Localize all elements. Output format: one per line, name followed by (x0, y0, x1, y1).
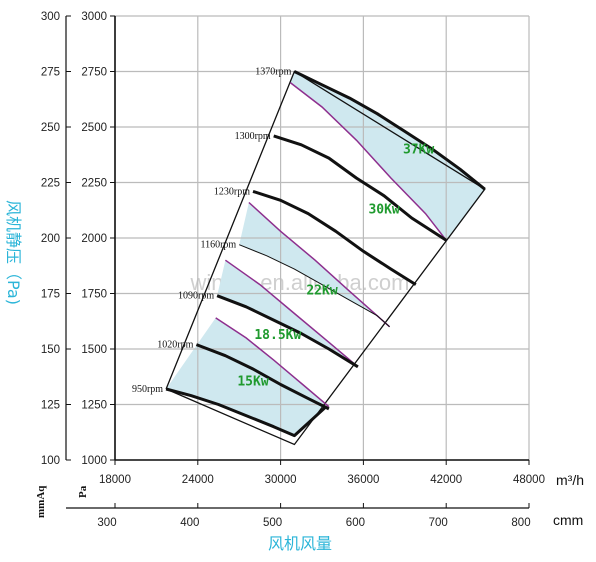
y2-tick-label: 300 (41, 11, 60, 23)
x-tick-label: 18000 (99, 474, 131, 486)
x-tick-label: 36000 (347, 474, 379, 486)
x-unit-primary: m³/h (556, 472, 584, 488)
power-label-15Kw: 15Kw (237, 375, 268, 390)
y2-tick-label: 275 (41, 67, 60, 79)
power-band-3 (290, 71, 485, 241)
x2-tick-label: 300 (97, 517, 116, 529)
x-axis-title: 风机风量 (268, 534, 332, 553)
rpm-label-1370rpm: 1370rpm (255, 67, 291, 78)
power-label-22Kw: 22Kw (306, 284, 337, 299)
tick-labels: 18000 24000 30000 36000 42000 48000 300 400 500 6… (41, 11, 545, 529)
y2-tick-label: 150 (41, 344, 60, 356)
y2-tick-label: 100 (41, 455, 60, 467)
speed-curve-1230rpm (252, 189, 417, 286)
rpm-label-1300rpm: 1300rpm (235, 131, 271, 142)
y-tick-label: 1750 (81, 289, 107, 301)
y-tick-label: 1250 (81, 400, 107, 412)
x2-tick-label: 700 (429, 517, 448, 529)
speed-curve-1370rpm (293, 70, 486, 191)
y-tick-label: 2500 (81, 122, 107, 134)
y2-tick-label: 200 (41, 233, 60, 245)
power-labels: 15Kw 18.5Kw 22Kw 30Kw 37Kw (237, 143, 434, 390)
x-tick-label: 30000 (265, 474, 297, 486)
speed-curve-1300rpm (273, 134, 448, 242)
rpm-label-950rpm: 950rpm (132, 384, 163, 395)
y-tick-label: 1000 (81, 455, 107, 467)
y-tick-label: 2000 (81, 233, 107, 245)
power-boundary-2 (248, 201, 391, 328)
speed-curve-1020rpm (195, 343, 330, 411)
power-boundary-lines (215, 82, 447, 408)
rpm-label-1160rpm: 1160rpm (200, 240, 236, 251)
power-band-2 (239, 202, 390, 327)
power-band-1 (217, 260, 358, 367)
rpm-label-1090rpm: 1090rpm (178, 291, 214, 302)
rpm-label-1020rpm: 1020rpm (157, 340, 193, 351)
y-unit-mmaq: mmAq (35, 485, 47, 518)
x-tick-label: 24000 (182, 474, 214, 486)
x2-tick-label: 800 (511, 517, 530, 529)
power-label-37Kw: 37Kw (403, 143, 434, 158)
x-unit-secondary: cmm (553, 512, 583, 528)
speed-curve-950rpm (165, 387, 328, 438)
y2-tick-label: 250 (41, 122, 60, 134)
y-unit-pa: Pa (77, 485, 89, 498)
y-tick-label: 2750 (81, 67, 107, 79)
speed-curves: 1370rpm 1300rpm 1230rpm 1160rpm 1090rpm 1020r… (132, 67, 486, 438)
y2-tick-label: 125 (41, 400, 60, 412)
x2-tick-label: 400 (180, 517, 199, 529)
y-tick-label: 3000 (81, 11, 107, 23)
y2-tick-label: 225 (41, 178, 60, 190)
power-boundary-0 (215, 317, 330, 408)
speed-curve-1090rpm (216, 294, 359, 369)
x2-tick-label: 500 (263, 517, 282, 529)
x-tick-label: 42000 (430, 474, 462, 486)
y2-tick-label: 175 (41, 289, 60, 301)
power-boundary-3 (289, 82, 447, 241)
y-axis-title: 风机静压（Pa) (4, 200, 23, 305)
rpm-label-1230rpm: 1230rpm (214, 186, 250, 197)
x-tick-label: 48000 (513, 474, 545, 486)
x2-tick-label: 600 (346, 517, 365, 529)
power-bands (166, 71, 485, 436)
speed-curve-1160rpm (239, 244, 390, 328)
power-boundary-1 (224, 259, 359, 368)
y-tick-label: 1500 (81, 344, 107, 356)
power-label-18.5Kw: 18.5Kw (254, 328, 301, 343)
y-tick-label: 2250 (81, 178, 107, 190)
power-label-30Kw: 30Kw (368, 203, 399, 218)
